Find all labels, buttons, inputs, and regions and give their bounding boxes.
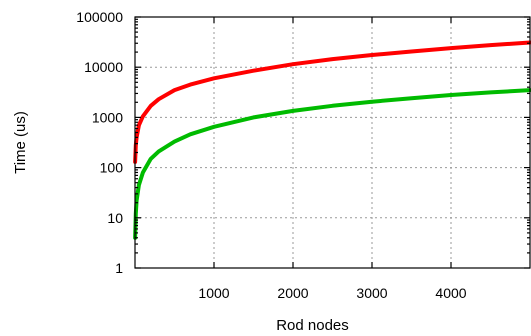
series-line-1 (133, 40, 531, 164)
x-tick-label: 4000 (435, 285, 466, 301)
y-tick-label: 1 (115, 260, 123, 276)
x-tick-label: 2000 (277, 285, 308, 301)
x-tick-label: 1000 (198, 285, 229, 301)
y-tick-label: 10000 (84, 59, 123, 75)
y-tick-label: 1000 (92, 109, 123, 125)
y-tick-label: 100 (100, 160, 124, 176)
axis-ticks (135, 16, 530, 269)
series-line-2 (133, 88, 531, 240)
y-tick-label: 100000 (76, 9, 123, 25)
x-tick-label: 3000 (356, 285, 387, 301)
plot-frame (134, 16, 531, 269)
tick-labels: 1 10 100 1000 10000 100000 1000 2000 3000 4000 (76, 9, 466, 301)
y-tick-label: 10 (107, 210, 123, 226)
series-lines (133, 40, 531, 240)
x-axis-label: Rod nodes (276, 317, 349, 334)
grid-lines (135, 17, 530, 268)
y-axis-label: Time (us) (12, 111, 29, 174)
